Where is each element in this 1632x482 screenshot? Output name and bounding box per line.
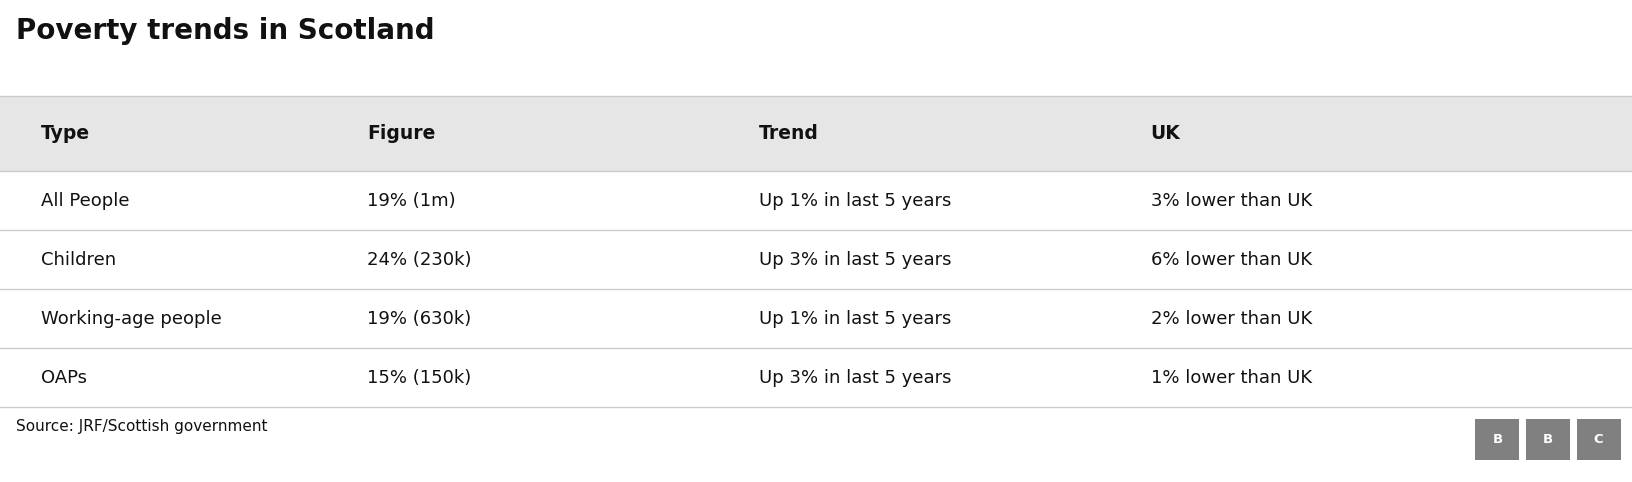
FancyBboxPatch shape [0,230,1632,289]
Text: 24% (230k): 24% (230k) [367,251,472,268]
Text: 1% lower than UK: 1% lower than UK [1151,369,1312,387]
Text: All People: All People [41,192,129,210]
Text: OAPs: OAPs [41,369,86,387]
Text: 3% lower than UK: 3% lower than UK [1151,192,1312,210]
Text: C: C [1594,433,1603,446]
FancyBboxPatch shape [0,289,1632,348]
Text: UK: UK [1151,124,1180,143]
Text: Children: Children [41,251,116,268]
Text: 19% (1m): 19% (1m) [367,192,455,210]
Text: Up 1% in last 5 years: Up 1% in last 5 years [759,310,951,328]
Text: Type: Type [41,124,90,143]
Text: B: B [1492,433,1503,446]
Text: 6% lower than UK: 6% lower than UK [1151,251,1312,268]
FancyBboxPatch shape [0,171,1632,230]
Text: Poverty trends in Scotland: Poverty trends in Scotland [16,17,436,45]
Text: 2% lower than UK: 2% lower than UK [1151,310,1312,328]
Text: 19% (630k): 19% (630k) [367,310,472,328]
FancyBboxPatch shape [1577,419,1621,460]
Text: Figure: Figure [367,124,436,143]
Text: Source: JRF/Scottish government: Source: JRF/Scottish government [16,419,268,434]
Text: Up 3% in last 5 years: Up 3% in last 5 years [759,251,951,268]
Text: 15% (150k): 15% (150k) [367,369,472,387]
Text: Working-age people: Working-age people [41,310,222,328]
Text: B: B [1542,433,1554,446]
FancyBboxPatch shape [0,348,1632,407]
FancyBboxPatch shape [1526,419,1570,460]
FancyBboxPatch shape [1475,419,1519,460]
Text: Up 1% in last 5 years: Up 1% in last 5 years [759,192,951,210]
Text: Trend: Trend [759,124,819,143]
FancyBboxPatch shape [0,96,1632,171]
Text: Up 3% in last 5 years: Up 3% in last 5 years [759,369,951,387]
